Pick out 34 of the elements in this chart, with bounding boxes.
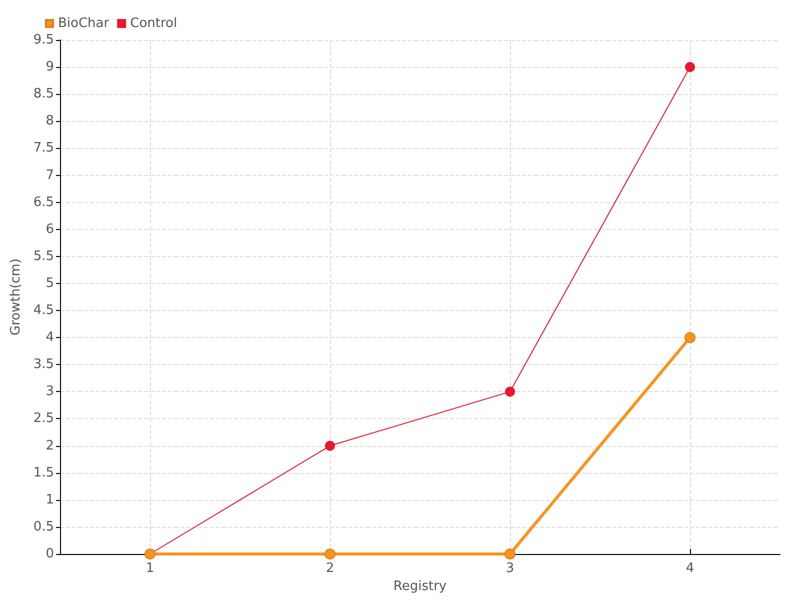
- y-tick-label: 4.5: [33, 303, 54, 318]
- x-tick-label: 4: [686, 561, 694, 576]
- y-tick-label: 9.5: [33, 32, 54, 48]
- legend-label: BioChar: [58, 16, 110, 31]
- point: [325, 440, 335, 451]
- y-tick-label: 7: [46, 168, 54, 183]
- y-tick-label: 3: [46, 384, 54, 400]
- y-tick-label: 1.5: [33, 465, 54, 480]
- y-tick-label: 6: [46, 222, 54, 237]
- x-tick-label: 1: [146, 561, 154, 576]
- y-tick-label: 3.5: [33, 357, 54, 372]
- y-tick-label: 2: [46, 438, 54, 454]
- point: [324, 548, 336, 560]
- y-tick-label: 8.5: [33, 86, 54, 102]
- y-tick-label: 9: [46, 60, 54, 75]
- point: [505, 386, 515, 397]
- y-tick-label: 0.5: [33, 519, 54, 534]
- y-tick-label: 5: [46, 276, 54, 291]
- y-tick-label: 5.5: [33, 248, 54, 264]
- y-tick-label: 7.5: [33, 140, 54, 156]
- y-tick-label: 6.5: [33, 194, 54, 210]
- y-tick-label: 1: [46, 492, 54, 508]
- point: [684, 332, 696, 344]
- point: [685, 62, 695, 72]
- y-axis-title: Growth(cm): [8, 258, 24, 336]
- legend-label: Control: [130, 16, 178, 31]
- y-tick-label: 4: [46, 330, 54, 346]
- x-axis-title: Registry: [393, 579, 447, 594]
- point: [504, 548, 516, 560]
- y-tick-label: 8: [46, 114, 54, 129]
- x-tick-label: 3: [506, 561, 514, 576]
- y-tick-label: 2.5: [33, 411, 54, 426]
- x-tick-label: 2: [326, 561, 334, 576]
- y-tick-label: 0: [46, 546, 54, 562]
